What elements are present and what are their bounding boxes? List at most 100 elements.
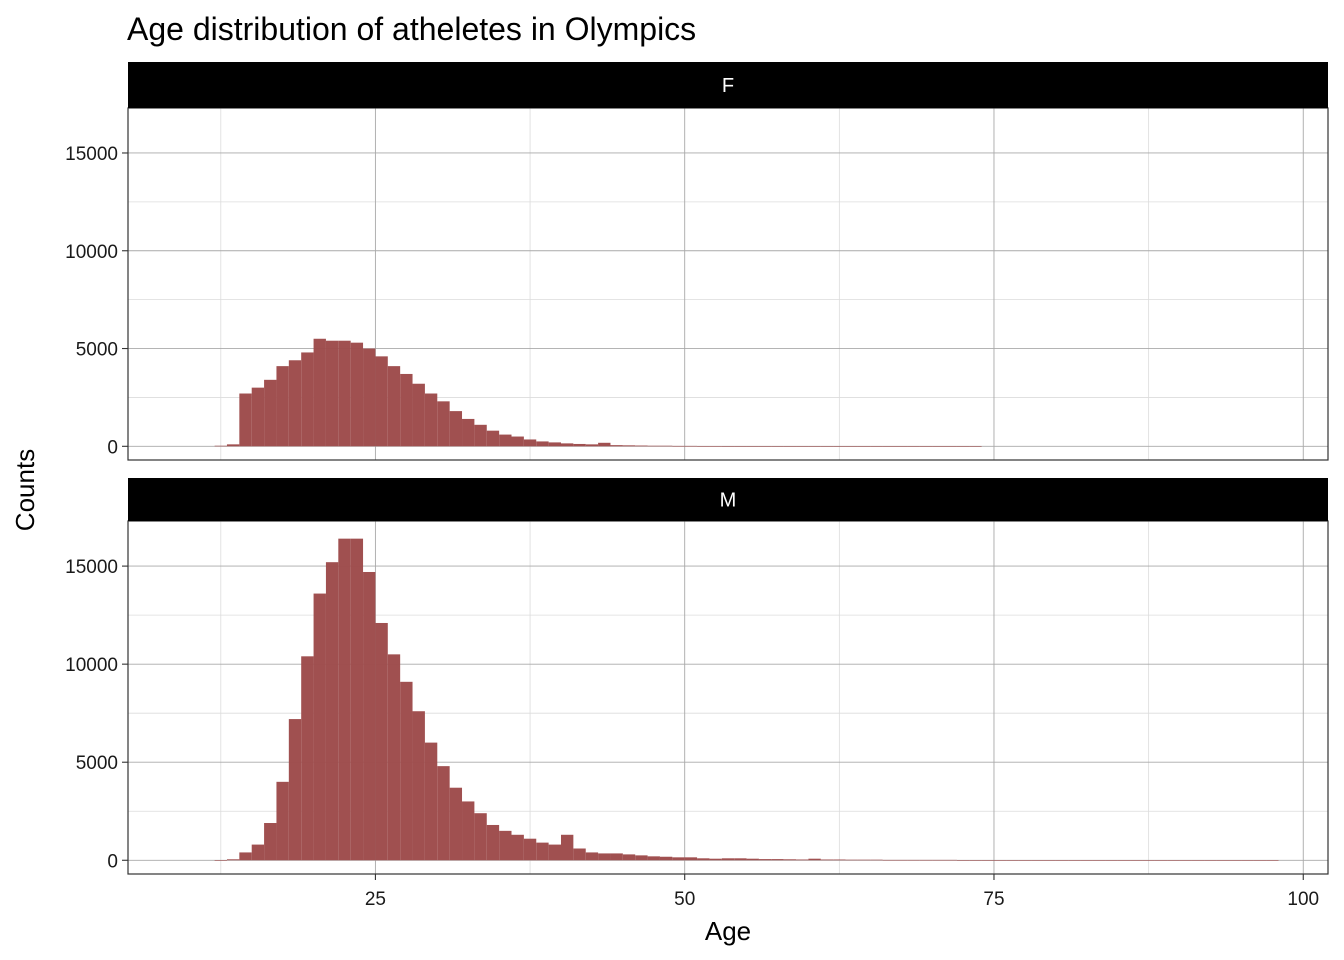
histogram-bar <box>647 445 660 447</box>
histogram-bar <box>734 858 747 861</box>
histogram-bar <box>573 848 586 861</box>
histogram-bar <box>721 446 735 447</box>
histogram-bar <box>548 442 561 447</box>
y-tick-label: 15000 <box>65 557 118 578</box>
histogram-bar <box>548 844 561 861</box>
histogram-bar <box>1068 860 1081 861</box>
histogram-bar <box>1055 860 1069 861</box>
histogram-bar <box>387 366 401 447</box>
histogram-bar <box>1191 860 1205 861</box>
histogram-bar <box>449 787 463 861</box>
histogram-bar <box>412 383 425 447</box>
histogram-bar <box>486 430 500 447</box>
histogram-bar <box>635 445 648 447</box>
histogram-bar <box>622 854 636 861</box>
x-tick-label: 25 <box>365 889 386 910</box>
histogram-bar <box>932 859 945 861</box>
histogram-bar <box>1241 860 1254 861</box>
histogram-bar <box>845 446 858 447</box>
histogram-bar <box>598 853 611 861</box>
histogram-bar <box>796 446 809 447</box>
histogram-bar <box>313 593 326 861</box>
histogram-bar <box>511 436 524 447</box>
histogram-bar <box>882 859 896 861</box>
histogram-bar <box>783 446 797 447</box>
histogram-bar <box>956 860 970 861</box>
histogram-bar <box>499 830 512 861</box>
histogram-bar <box>1142 860 1155 861</box>
histogram-bar <box>288 360 302 447</box>
histogram-bar <box>585 852 599 861</box>
histogram-bar <box>746 858 759 861</box>
histogram-bar <box>511 834 524 861</box>
histogram-bar <box>1080 860 1093 861</box>
histogram-bar <box>462 801 475 861</box>
histogram-bar <box>1154 860 1168 861</box>
histogram-bar <box>313 338 326 447</box>
histogram-bar <box>598 442 611 447</box>
histogram-bar <box>375 622 388 861</box>
x-tick-label: 100 <box>1287 889 1319 910</box>
facet-panel-m: M 0 5000 10000 15000 <box>65 478 1329 875</box>
histogram-bar <box>758 859 772 861</box>
histogram-bar <box>956 446 970 447</box>
histogram-bar <box>907 859 920 861</box>
histogram-bar <box>226 859 240 861</box>
histogram-bar <box>449 411 463 447</box>
histogram-bar <box>610 853 623 861</box>
histogram-bar <box>325 562 339 861</box>
histogram-bar <box>363 348 376 447</box>
histogram-bar <box>870 859 883 861</box>
histogram-bar <box>857 859 871 861</box>
histogram-bar <box>993 860 1007 861</box>
histogram-bar <box>1092 860 1106 861</box>
x-tick-label: 75 <box>983 889 1004 910</box>
histogram-bar <box>536 441 549 447</box>
histogram-bar <box>1105 860 1118 861</box>
histogram-bar <box>932 446 945 447</box>
histogram-bar <box>833 859 846 861</box>
facet-panel-f: F 0 5000 10000 15000 <box>65 62 1329 461</box>
histogram-bar <box>820 446 834 447</box>
facet-strip <box>128 478 1328 521</box>
histogram-bar <box>796 859 809 861</box>
histogram-bar <box>1043 860 1056 861</box>
histogram-bar <box>1130 860 1143 861</box>
histogram-bar <box>536 842 549 861</box>
histogram-bar <box>474 813 487 861</box>
histogram-bar <box>659 856 673 861</box>
histogram-bar <box>424 742 438 861</box>
histogram-bar <box>486 824 500 861</box>
histogram-bar <box>808 446 821 447</box>
x-axis-label: Age <box>705 916 751 946</box>
histogram-bar <box>771 446 784 447</box>
histogram-bar <box>226 444 240 447</box>
histogram-bar <box>746 446 759 447</box>
histogram-bar <box>523 838 537 861</box>
histogram-bar <box>363 571 376 861</box>
y-axis-label: Counts <box>10 449 40 531</box>
histogram-bar <box>1117 860 1131 861</box>
histogram-bar <box>857 446 871 447</box>
histogram-bar <box>573 443 586 447</box>
histogram-bar <box>697 858 710 861</box>
histogram-bar <box>523 439 537 447</box>
histogram-bar <box>1229 860 1242 861</box>
histogram-bar <box>350 342 364 447</box>
facet-strip-label: M <box>720 490 737 512</box>
histogram-bar <box>895 859 908 861</box>
histogram-bar <box>969 446 982 447</box>
histogram-bar <box>622 445 636 447</box>
histogram-bar <box>895 446 908 447</box>
histogram-bar <box>783 859 797 861</box>
histogram-bar <box>499 434 512 447</box>
histogram-bar <box>919 446 933 447</box>
histogram-bar <box>845 859 858 861</box>
histogram-bar <box>684 445 698 447</box>
histogram-bar <box>882 446 896 447</box>
y-tick-label: 15000 <box>65 144 118 165</box>
histogram-bar <box>1204 860 1217 861</box>
histogram-bar <box>560 834 574 861</box>
histogram-bar <box>1031 860 1044 861</box>
